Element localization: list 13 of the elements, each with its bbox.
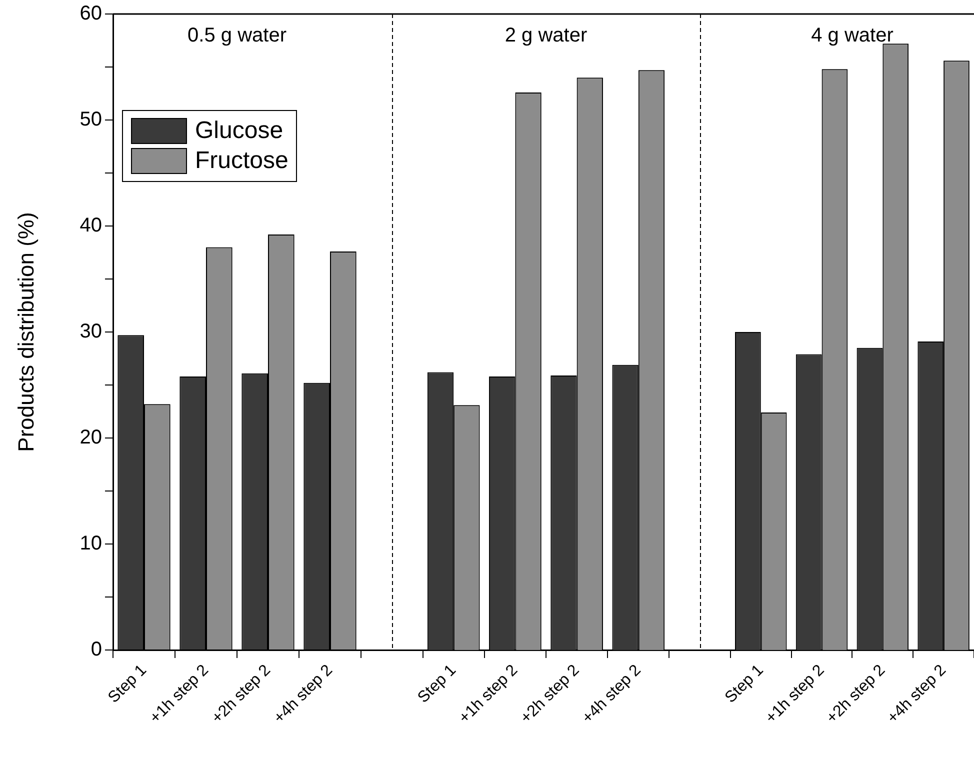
y-tick-label: 40 [80, 214, 102, 237]
y-tick-label: 10 [80, 532, 102, 555]
legend-label: Fructose [195, 147, 288, 175]
text: 0.5 g water [188, 24, 287, 47]
y-tick-label: 0 [90, 638, 102, 661]
y-tick-label: 50 [80, 108, 102, 131]
y-tick-label: 30 [80, 320, 102, 343]
y-tick-label: 60 [80, 2, 102, 25]
text: 2 g water [504, 24, 588, 47]
text: 4 g water [811, 24, 894, 47]
legend-label: Glucose [195, 117, 284, 145]
y-axis-title: Products distribution (%) [13, 212, 38, 452]
y-tick-label: 20 [80, 426, 102, 449]
